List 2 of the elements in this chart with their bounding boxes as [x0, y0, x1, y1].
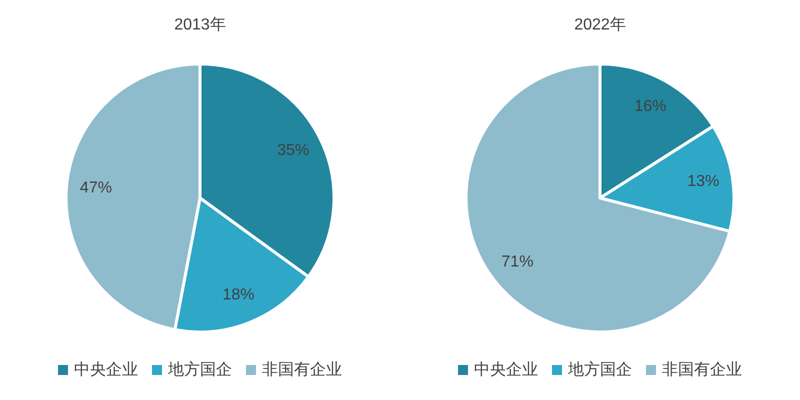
title: 2013年 [174, 16, 226, 34]
title: 2022年 [574, 16, 626, 34]
